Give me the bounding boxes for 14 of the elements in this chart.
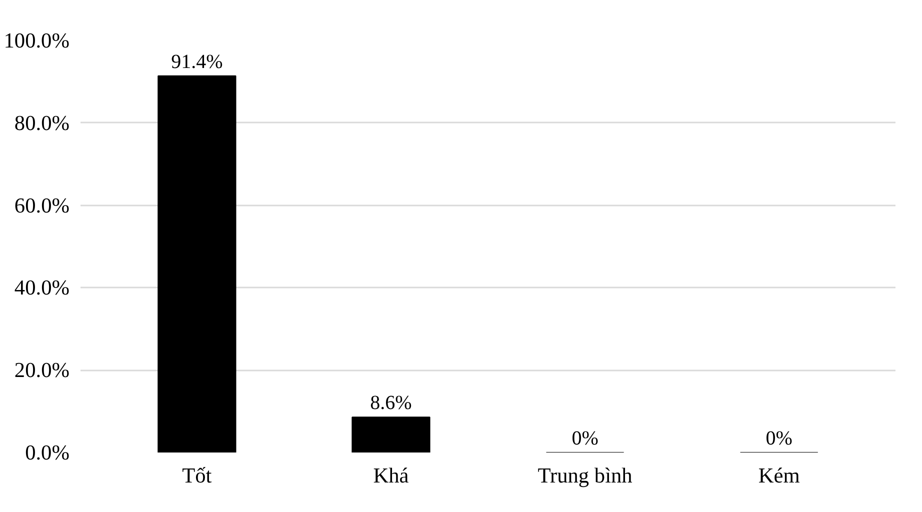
data-label: 8.6% bbox=[370, 392, 412, 414]
x-tick-label: Kém bbox=[758, 464, 800, 488]
y-tick-label: 100.0% bbox=[4, 28, 70, 52]
x-tick-label: Trung bình bbox=[538, 464, 633, 488]
data-label: 0% bbox=[572, 428, 598, 450]
y-tick-label: 0.0% bbox=[25, 440, 70, 464]
data-label: 91.4% bbox=[171, 50, 223, 73]
y-tick-label: 20.0% bbox=[14, 358, 70, 382]
data-label: 0% bbox=[766, 428, 792, 450]
y-tick-label: 40.0% bbox=[14, 276, 70, 300]
y-tick-label: 80.0% bbox=[14, 110, 70, 135]
y-tick-label: 60.0% bbox=[14, 193, 70, 218]
x-tick-label: Khá bbox=[373, 464, 410, 488]
x-tick-label: Tốt bbox=[182, 464, 212, 488]
